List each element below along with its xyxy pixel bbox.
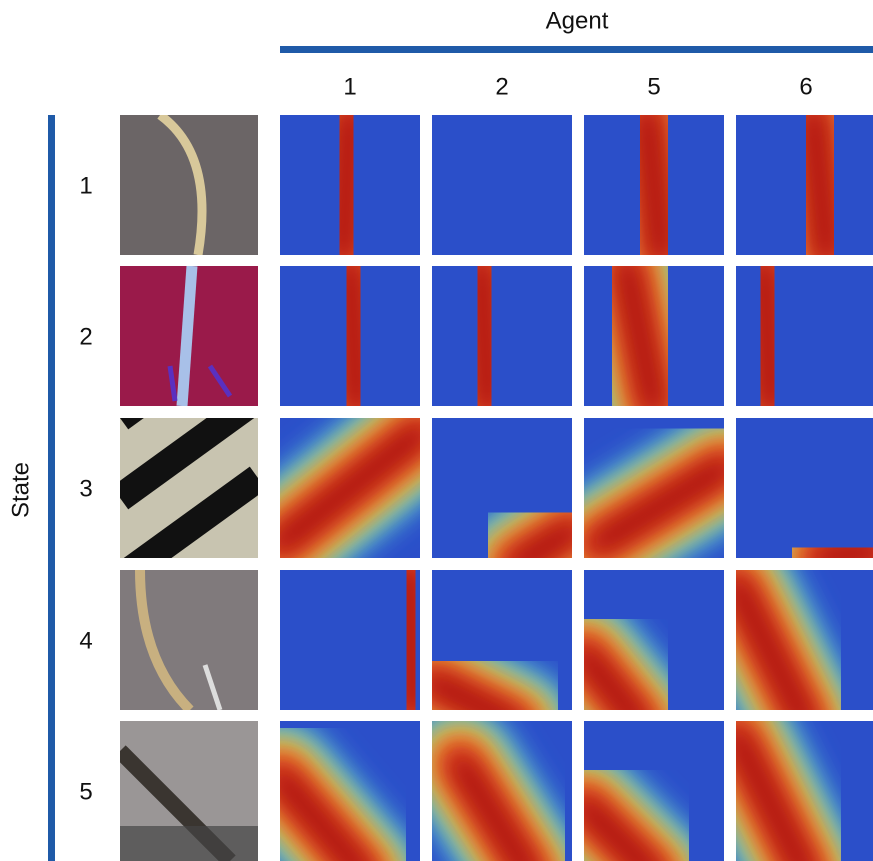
row-label: 5 <box>79 778 92 805</box>
heatmap <box>432 266 572 406</box>
heatmap <box>736 115 873 255</box>
heatmap <box>432 570 572 724</box>
state-image <box>120 721 258 861</box>
heatmap <box>432 721 572 861</box>
heatmap <box>584 115 724 255</box>
row-label: 2 <box>79 323 92 350</box>
heatmap <box>432 418 572 565</box>
heatmap <box>280 418 420 558</box>
state-image <box>120 570 258 710</box>
column-label: 1 <box>343 73 356 100</box>
heatmap <box>584 570 724 724</box>
heatmap <box>736 721 873 861</box>
row-label: 1 <box>79 172 92 199</box>
heatmap <box>736 266 873 406</box>
heatmap <box>280 721 420 861</box>
column-label: 6 <box>799 73 812 100</box>
row-group-title: State <box>7 462 34 518</box>
row-label: 3 <box>79 475 92 502</box>
column-group-title: Agent <box>546 7 609 34</box>
state-image <box>120 266 258 406</box>
column-group-bar <box>280 46 873 53</box>
column-label: 2 <box>495 73 508 100</box>
heatmap <box>280 570 420 710</box>
heatmap <box>432 115 572 255</box>
heatmap <box>584 721 724 861</box>
row-label: 4 <box>79 627 92 654</box>
state-image <box>120 115 258 255</box>
heatmap <box>280 115 420 255</box>
figure: Agent State 1 2 5 6 1 2 3 4 5 <box>0 0 873 861</box>
column-label: 5 <box>647 73 660 100</box>
heatmap <box>584 418 724 558</box>
heatmap <box>280 266 420 406</box>
row-group-bar <box>48 115 55 861</box>
heatmap <box>584 266 724 406</box>
heatmap <box>736 418 873 558</box>
heatmap <box>736 570 873 724</box>
